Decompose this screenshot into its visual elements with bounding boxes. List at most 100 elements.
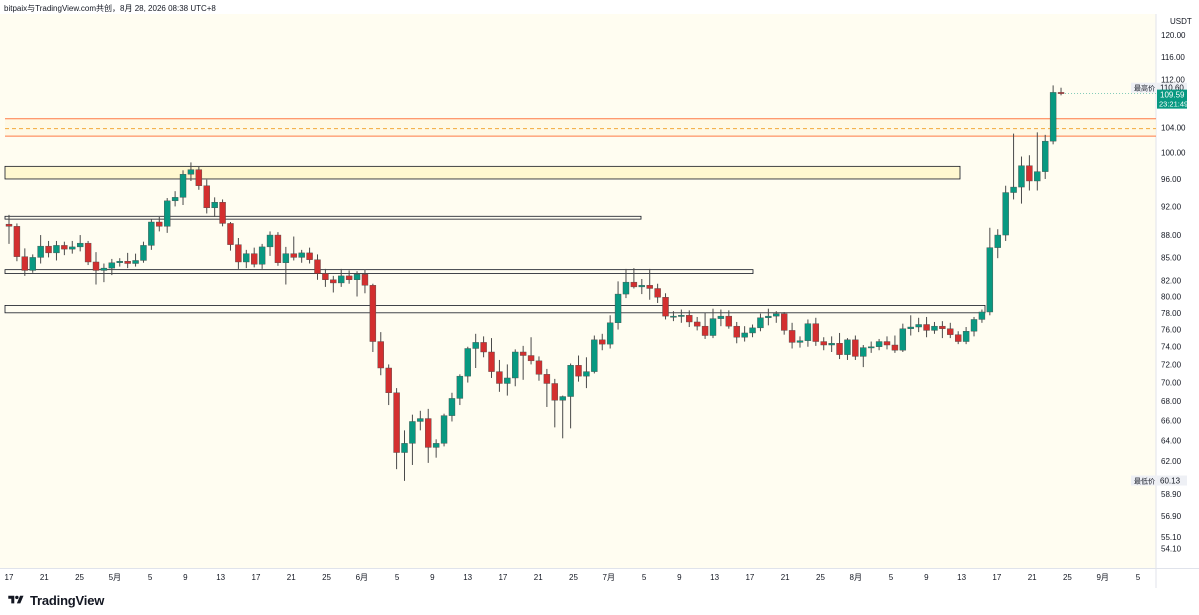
- candle-body: [425, 418, 432, 448]
- price-tick-label: 72.00: [1161, 360, 1182, 369]
- candle-body: [504, 377, 511, 384]
- candle-body: [251, 253, 258, 265]
- candle-body: [1057, 92, 1065, 94]
- time-tick-label: 17: [992, 573, 1001, 582]
- candle-body: [860, 347, 867, 357]
- price-unit-label: USDT: [1170, 17, 1192, 26]
- time-tick-label: 21: [534, 573, 543, 582]
- candle-body: [266, 234, 274, 248]
- candle-body: [614, 293, 622, 324]
- candle-body: [852, 339, 859, 357]
- candle-body: [970, 319, 978, 332]
- last-price-value: 109.59: [1160, 91, 1185, 100]
- candle-body: [622, 281, 630, 295]
- candle-body: [322, 273, 329, 280]
- candle-body: [994, 234, 1001, 248]
- zone-rectangle: [4, 215, 642, 220]
- candle-body: [195, 169, 203, 186]
- candle-body: [69, 246, 76, 250]
- candle-body: [662, 297, 669, 317]
- candle-body: [203, 185, 210, 209]
- candle-body: [124, 261, 131, 264]
- candle-body: [171, 197, 179, 202]
- time-tick-label: 5: [1136, 573, 1141, 582]
- candle-body: [717, 315, 725, 319]
- candle-body: [1049, 92, 1057, 142]
- candle-body: [5, 223, 13, 227]
- candle-body: [61, 245, 68, 250]
- candle-body: [1018, 165, 1025, 188]
- price-tick-label: 62.00: [1161, 457, 1182, 466]
- candle-body: [527, 355, 535, 362]
- price-tick-label: 85.00: [1161, 253, 1182, 262]
- candle-body: [456, 375, 464, 399]
- price-tick-label: 55.10: [1161, 533, 1182, 542]
- time-tick-label: 25: [75, 573, 84, 582]
- candle-body: [377, 341, 384, 369]
- price-axis[interactable]: USDT 120.00 116.00 112.00 104.00 100.00 96.00 9…: [1161, 17, 1192, 554]
- candle-body: [804, 323, 812, 341]
- low-price-label-bg: [1131, 475, 1156, 486]
- time-tick-label: 13: [710, 573, 719, 582]
- candle-body: [1002, 192, 1009, 236]
- price-tick-label: 116.00: [1161, 53, 1185, 62]
- time-tick-label: 17: [5, 573, 14, 582]
- time-tick-label: 5: [148, 573, 153, 582]
- candle-body: [1042, 140, 1049, 172]
- candle-body: [76, 242, 84, 248]
- zones-layer: [4, 118, 1156, 314]
- time-tick-label: 8月: [850, 573, 862, 582]
- tradingview-brand[interactable]: TradingView: [6, 592, 104, 608]
- price-tick-label: 120.00: [1161, 31, 1186, 40]
- high-price-value: 110.60: [1160, 84, 1184, 93]
- chart-header: bitpaix与TradingView.com共创，8月 28, 2026 08…: [0, 0, 1199, 14]
- candle-body: [788, 330, 796, 343]
- candle-body: [156, 221, 163, 227]
- chart-background: [0, 14, 1156, 582]
- candle-body: [496, 371, 503, 384]
- zone-rectangle: [4, 305, 986, 314]
- candle-body: [235, 244, 242, 263]
- price-tick-label: 112.00: [1161, 76, 1185, 85]
- candle-body: [955, 334, 962, 342]
- candle-body: [100, 267, 108, 271]
- candle-body: [13, 226, 21, 257]
- candle-body: [163, 200, 171, 227]
- time-tick-label: 5月: [109, 573, 121, 582]
- price-tick-label: 80.00: [1161, 292, 1182, 301]
- candle-body: [741, 332, 748, 338]
- candle-body: [693, 321, 701, 327]
- price-tick-label: 78.00: [1161, 309, 1182, 318]
- candle-body: [986, 247, 994, 313]
- candle-body: [915, 324, 922, 328]
- time-tick-label: 9月: [1096, 573, 1108, 582]
- time-tick-label: 13: [216, 573, 225, 582]
- candle-body: [488, 351, 495, 372]
- candle-body: [187, 169, 195, 175]
- candle-body: [820, 341, 827, 346]
- candle-body: [148, 221, 155, 246]
- price-tick-label: 58.90: [1161, 490, 1182, 499]
- candle-body: [606, 322, 614, 345]
- header-attribution: bitpaix与TradingView.com共创，8月 28, 2026 08…: [4, 4, 216, 13]
- price-tick-label: 56.90: [1161, 512, 1182, 521]
- candles-layer: [5, 85, 1065, 481]
- candle-body: [219, 202, 226, 224]
- candle-body: [37, 245, 44, 258]
- bar-countdown: 23:21:49: [1159, 100, 1188, 109]
- candle-body: [448, 398, 456, 416]
- time-axis[interactable]: 17 21 25 5月 5 9 13 17 21 25 6月 5 9 13 17 21 25 7月 5 9 13 17 21…: [5, 573, 1141, 582]
- candle-body: [701, 325, 709, 336]
- candle-body: [638, 285, 645, 288]
- time-tick-label: 25: [816, 573, 825, 582]
- candle-body: [345, 275, 353, 280]
- candle-body: [353, 274, 361, 280]
- time-tick-label: 9: [430, 573, 435, 582]
- candle-body: [844, 339, 851, 355]
- zone-rectangle: [4, 165, 961, 180]
- candle-body: [939, 325, 946, 329]
- candle-body: [1034, 171, 1041, 182]
- candle-body: [757, 317, 764, 329]
